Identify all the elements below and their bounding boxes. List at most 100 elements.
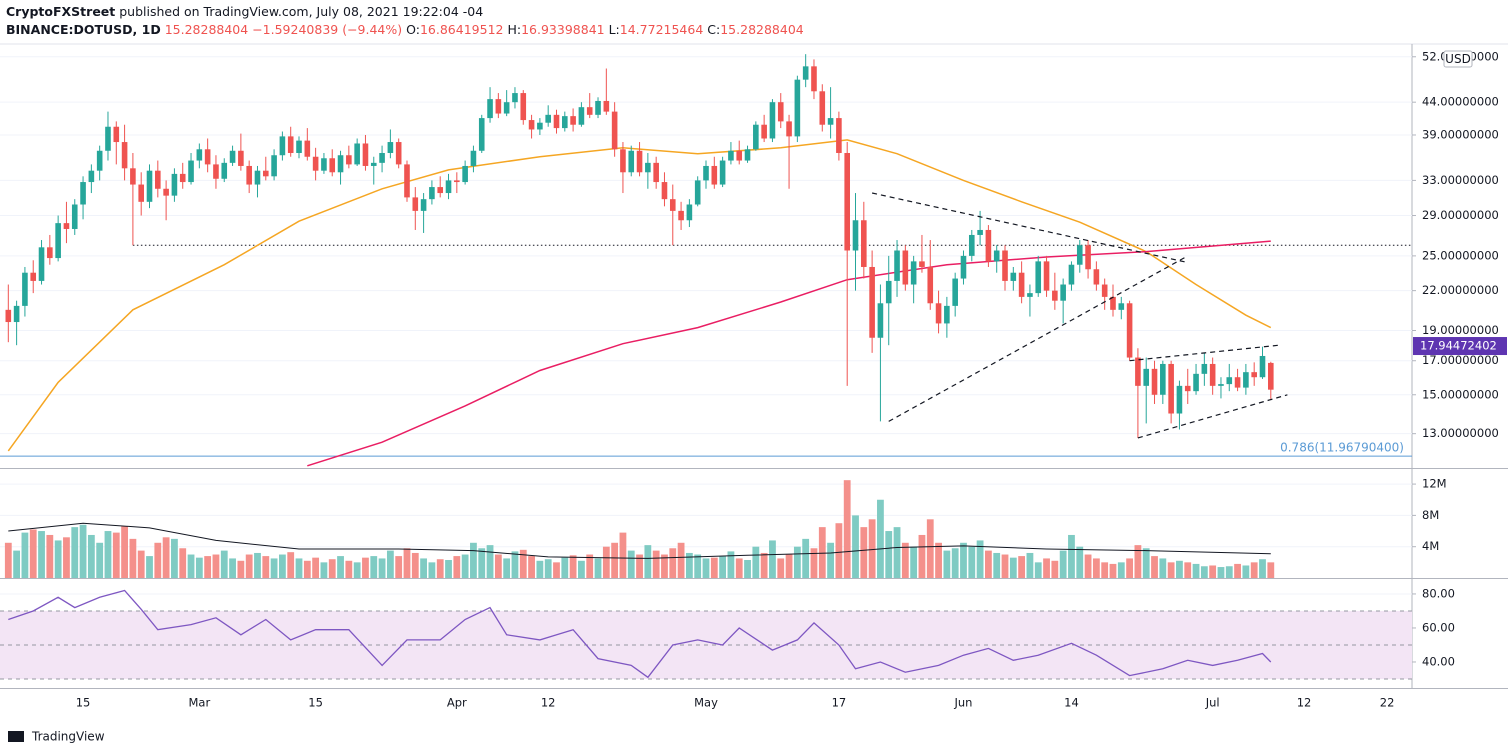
candle-body	[1251, 372, 1257, 378]
volume-bar	[503, 558, 511, 578]
candle-body	[30, 272, 37, 281]
candle-body	[703, 165, 709, 181]
candle-body	[379, 152, 385, 163]
candle-body	[22, 272, 28, 306]
volume-bar	[843, 480, 851, 578]
volume-bar	[544, 559, 552, 578]
candle-body	[420, 199, 427, 211]
candle-body	[312, 156, 319, 171]
volume-bar	[1084, 554, 1092, 578]
candle-body	[528, 120, 535, 130]
candle-body	[63, 223, 70, 229]
volume-bar	[976, 540, 984, 578]
candle-body	[769, 102, 776, 139]
candle-body	[1018, 272, 1025, 297]
volume-bar	[669, 548, 677, 578]
candle-body	[1160, 363, 1166, 395]
volume-bar	[644, 545, 652, 578]
candle-body	[130, 168, 136, 185]
candle-body	[354, 143, 360, 165]
candle-body	[1168, 363, 1174, 414]
volume-bar	[1217, 567, 1225, 578]
candle-body	[1010, 272, 1017, 281]
volume-bar	[1167, 562, 1175, 578]
candle-body	[238, 150, 244, 166]
volume-bar	[328, 559, 336, 578]
candle-body	[1184, 385, 1191, 392]
candle-body	[13, 305, 20, 323]
volume-bar	[245, 554, 253, 578]
trendline	[1137, 394, 1288, 439]
low: 14.77215464	[620, 22, 704, 37]
candle-body	[885, 280, 892, 304]
volume-bar	[1026, 552, 1034, 578]
volume-bar	[1192, 563, 1200, 578]
volume-bar	[1101, 562, 1109, 578]
volume-bar	[735, 558, 743, 578]
volume-bar	[270, 558, 278, 578]
y-tick-label: 33.00000000	[1422, 173, 1499, 187]
candle-body	[902, 250, 909, 285]
volume-bar	[835, 523, 843, 578]
candle-body	[254, 170, 261, 185]
symbol: BINANCE:DOTUSD, 1D	[6, 22, 161, 37]
volume-bar	[827, 542, 834, 578]
volume-bar	[295, 558, 303, 578]
volume-bar	[96, 542, 104, 578]
volume-bar	[320, 562, 328, 578]
volume-bar	[918, 534, 926, 578]
volume-bar	[519, 549, 527, 578]
candle-body	[753, 124, 759, 150]
candle-body	[919, 261, 925, 267]
candle-body	[512, 93, 518, 103]
y-tick-label: 29.00000000	[1422, 208, 1499, 222]
volume-bar	[154, 542, 162, 578]
candle-body	[877, 303, 884, 338]
candle-body	[271, 155, 277, 177]
volume-bar	[470, 542, 477, 578]
volume-bar	[345, 560, 353, 578]
volume-bar	[627, 550, 635, 578]
x-tick-label: Jun	[953, 696, 972, 710]
volume-bar	[661, 554, 668, 578]
volume-bar	[536, 560, 544, 578]
candle-body	[437, 187, 444, 194]
x-tick-label: Mar	[188, 696, 210, 710]
volume-bar	[810, 548, 818, 578]
volume-bar	[528, 556, 535, 578]
volume-bar	[4, 542, 12, 578]
volume-bar	[951, 548, 959, 578]
candle-body	[728, 150, 734, 161]
volume-bar	[652, 550, 660, 578]
volume-bar	[877, 499, 884, 578]
x-tick-label: Jul	[1205, 696, 1220, 710]
volume-bar	[46, 534, 54, 578]
volume-bar	[677, 542, 685, 578]
candle-body	[229, 150, 236, 163]
candle-body	[620, 149, 626, 173]
volume-bar	[220, 550, 228, 578]
volume-bar	[1009, 557, 1017, 578]
volume-bar	[428, 562, 436, 578]
price-label-box	[1413, 337, 1507, 356]
candle-body	[977, 229, 983, 235]
candle-body	[80, 182, 86, 205]
volume-bar	[87, 534, 95, 578]
candle-body	[686, 204, 693, 221]
candle-body	[586, 107, 593, 115]
candle-body	[562, 116, 568, 129]
volume-bar	[1068, 534, 1075, 578]
candle-body	[819, 91, 826, 125]
volume-bar	[1209, 565, 1217, 578]
candle-body	[71, 204, 78, 229]
volume-bar	[411, 552, 419, 578]
volume-bar	[578, 560, 585, 578]
candle-body	[628, 150, 635, 173]
rsi-line	[8, 589, 1272, 679]
moving-average	[307, 240, 1271, 467]
candle-body	[827, 118, 834, 125]
candle-body	[894, 250, 900, 281]
candle-body	[694, 180, 701, 205]
candle-body	[321, 158, 327, 171]
candle-body	[96, 150, 103, 171]
